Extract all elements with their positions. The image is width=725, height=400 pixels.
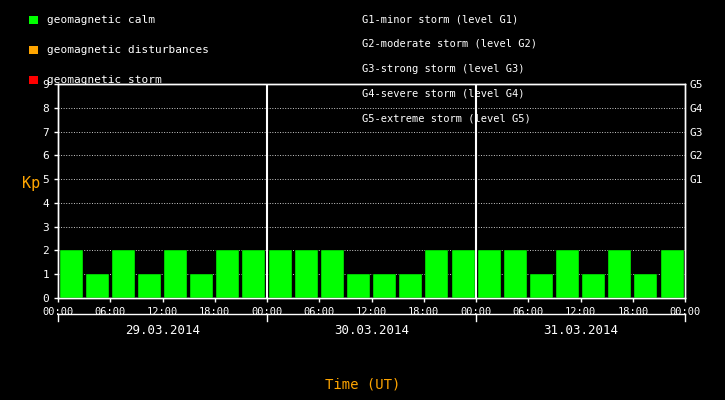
Bar [582,274,605,298]
Text: G5-extreme storm (level G5): G5-extreme storm (level G5) [362,113,531,123]
Text: 30.03.2014: 30.03.2014 [334,324,409,336]
Text: geomagnetic calm: geomagnetic calm [47,15,155,25]
Bar [112,250,135,298]
Text: G4-severe storm (level G4): G4-severe storm (level G4) [362,88,525,98]
Text: G2-moderate storm (level G2): G2-moderate storm (level G2) [362,39,537,49]
Bar [164,250,187,298]
Bar [452,250,475,298]
Bar [399,274,422,298]
Bar [216,250,239,298]
Bar [426,250,448,298]
Bar [86,274,109,298]
Text: geomagnetic storm: geomagnetic storm [47,75,162,85]
Bar [556,250,579,298]
Bar [321,250,344,298]
Bar [660,250,684,298]
Bar [373,274,396,298]
Text: geomagnetic disturbances: geomagnetic disturbances [47,45,209,55]
Text: G3-strong storm (level G3): G3-strong storm (level G3) [362,64,525,74]
Bar [530,274,553,298]
Text: 31.03.2014: 31.03.2014 [543,324,618,336]
Text: Time (UT): Time (UT) [325,377,400,391]
Text: 29.03.2014: 29.03.2014 [125,324,200,336]
Bar [268,250,291,298]
Bar [242,250,265,298]
Text: G1-minor storm (level G1): G1-minor storm (level G1) [362,14,519,24]
Bar [608,250,631,298]
Bar [138,274,161,298]
Bar [347,274,370,298]
Bar [295,250,318,298]
Bar [504,250,527,298]
Bar [190,274,213,298]
Y-axis label: Kp: Kp [22,176,40,191]
Bar [634,274,658,298]
Bar [478,250,501,298]
Bar [59,250,83,298]
